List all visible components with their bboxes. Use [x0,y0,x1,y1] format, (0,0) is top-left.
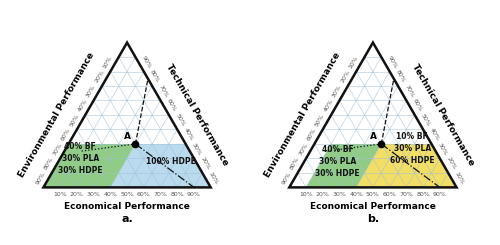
Text: 40%: 40% [77,98,88,113]
Text: 30%: 30% [191,142,202,156]
Text: 20%: 20% [316,192,330,196]
Text: 60%: 60% [306,127,318,142]
Text: 10%: 10% [54,192,67,196]
Text: 50%: 50% [120,192,134,196]
Text: 50%: 50% [314,113,326,127]
Text: 90%: 90% [187,192,201,196]
Text: 70%: 70% [158,84,169,98]
Text: 30%: 30% [331,84,342,98]
Text: Environmental Performance: Environmental Performance [263,51,342,179]
Text: 40%: 40% [182,127,194,142]
Text: 60%: 60% [383,192,396,196]
Text: 60%: 60% [412,98,423,113]
Text: 30%: 30% [332,192,346,196]
Text: 40%: 40% [350,192,363,196]
Text: 50%: 50% [420,113,432,127]
Text: A: A [124,133,132,141]
Text: 100% HDPE: 100% HDPE [146,157,196,166]
Text: Technical Performance: Technical Performance [164,63,230,167]
Text: 80%: 80% [416,192,430,196]
Text: 20%: 20% [94,69,105,84]
Text: 40%: 40% [104,192,118,196]
Text: 10%: 10% [299,192,313,196]
Text: 40% BF
30% PLA
30% HDPE: 40% BF 30% PLA 30% HDPE [58,142,102,175]
Text: 60%: 60% [137,192,150,196]
Text: A: A [370,133,377,141]
Text: 90%: 90% [386,55,398,70]
Text: 40%: 40% [323,98,334,113]
Text: a.: a. [121,214,133,224]
Text: 70%: 70% [154,192,168,196]
Text: 70%: 70% [52,142,63,156]
Text: 10% BF
30% PLA
60% HDPE: 10% BF 30% PLA 60% HDPE [390,132,434,165]
Text: 80%: 80% [170,192,184,196]
Polygon shape [356,144,456,187]
Polygon shape [290,144,382,187]
Text: 20%: 20% [200,156,210,171]
Text: 10%: 10% [454,171,465,185]
Text: Economical Performance: Economical Performance [64,202,190,211]
Text: 50%: 50% [174,113,186,127]
Text: 20%: 20% [445,156,456,171]
Text: 10%: 10% [208,171,219,185]
Text: 90%: 90% [281,171,292,185]
Text: 70%: 70% [400,192,413,196]
Text: 40% BF
30% PLA
30% HDPE: 40% BF 30% PLA 30% HDPE [316,145,360,178]
Polygon shape [44,144,136,187]
Text: 50%: 50% [366,192,380,196]
Text: 90%: 90% [35,171,46,185]
Text: 20%: 20% [340,69,351,84]
Text: 90%: 90% [433,192,447,196]
Text: 90%: 90% [141,55,152,70]
Text: 70%: 70% [404,84,414,98]
Text: 70%: 70% [298,142,309,156]
Text: Economical Performance: Economical Performance [310,202,436,211]
Text: 10%: 10% [102,55,114,69]
Text: 50%: 50% [68,113,80,127]
Text: 60%: 60% [60,127,72,142]
Text: b.: b. [367,214,379,224]
Text: 80%: 80% [395,69,406,84]
Text: 80%: 80% [44,156,55,171]
Text: 40%: 40% [428,127,440,142]
Text: 30%: 30% [86,192,101,196]
Text: 80%: 80% [149,69,160,84]
Text: 60%: 60% [166,98,177,113]
Text: Environmental Performance: Environmental Performance [17,51,96,179]
Text: 80%: 80% [290,156,300,171]
Polygon shape [110,144,210,187]
Text: 20%: 20% [70,192,84,196]
Text: Technical Performance: Technical Performance [410,63,476,167]
Text: 30%: 30% [437,142,448,156]
Text: 30%: 30% [86,84,96,98]
Text: 10%: 10% [348,55,359,69]
